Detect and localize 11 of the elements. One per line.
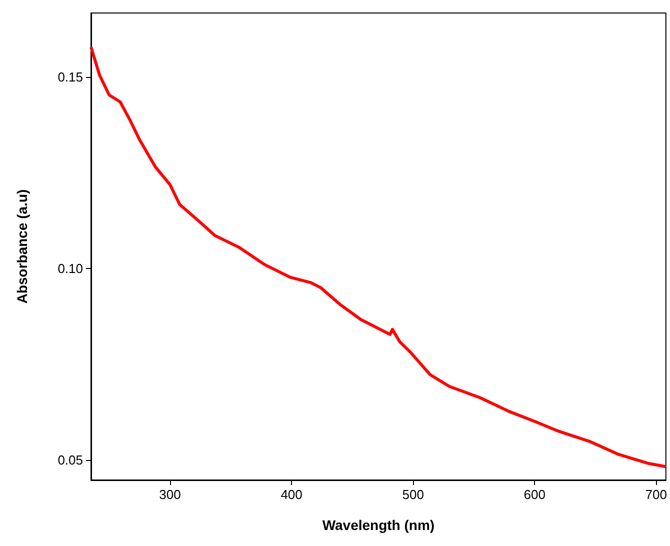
x-axis-title: Wavelength (nm) xyxy=(322,517,435,533)
y-tick-label: 0.05 xyxy=(58,452,83,468)
x-tick-label: 500 xyxy=(402,487,424,502)
line-series xyxy=(90,46,668,468)
y-tick-label: 0.10 xyxy=(58,261,83,276)
x-tick-label: 600 xyxy=(524,487,546,502)
x-tick-label: 700 xyxy=(645,487,668,502)
x-tick-label: 300 xyxy=(159,487,181,502)
y-axis-title: Absorbance (a.u) xyxy=(14,189,30,304)
x-tick-label: 400 xyxy=(280,487,302,502)
y-tick-label: 0.15 xyxy=(58,69,83,84)
